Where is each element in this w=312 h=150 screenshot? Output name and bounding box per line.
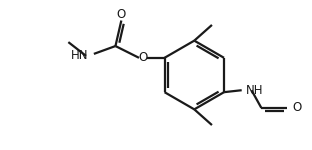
Text: O: O — [293, 101, 302, 114]
Text: HN: HN — [71, 49, 88, 62]
Text: O: O — [138, 51, 148, 64]
Text: O: O — [117, 8, 126, 21]
Text: NH: NH — [246, 84, 263, 97]
